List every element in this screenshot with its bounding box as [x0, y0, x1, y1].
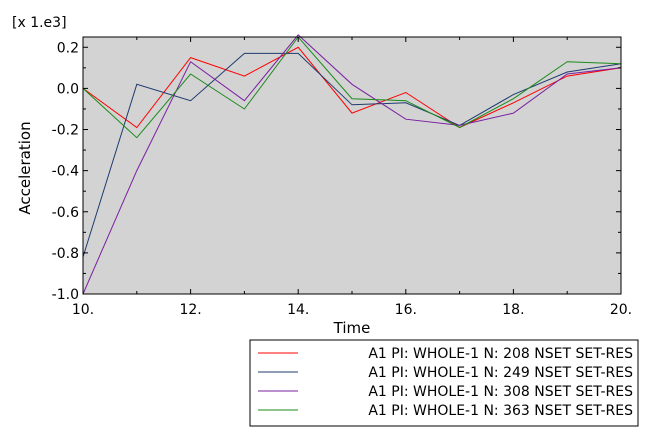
y-tick-label: -0.6: [52, 205, 79, 221]
x-tick-label: 16.: [395, 302, 417, 318]
plot-background: [83, 37, 621, 294]
series-line-3: [82, 34, 622, 295]
y-tick-label: 0.2: [57, 40, 79, 56]
y-tick-label: -0.4: [52, 164, 79, 180]
y-axis-title: Acceleration: [16, 121, 34, 214]
x-tick-label: 20.: [610, 302, 632, 318]
x-axis-title: Time: [333, 319, 371, 337]
x-tick-label: 14.: [287, 302, 309, 318]
axis-multiplier-label: [x 1.e3]: [12, 15, 67, 31]
legend-label-1: A1 PI: WHOLE-1 N: 208 NSET SET-RES: [368, 346, 633, 362]
y-tick-label: -0.2: [52, 123, 79, 139]
legend-label-2: A1 PI: WHOLE-1 N: 249 NSET SET-RES: [368, 365, 633, 381]
legend-box: [249, 339, 639, 427]
y-tick-label: 0.0: [57, 81, 79, 97]
legend-label-3: A1 PI: WHOLE-1 N: 308 NSET SET-RES: [368, 384, 633, 400]
y-tick-label: -1.0: [52, 287, 79, 303]
x-tick-label: 10.: [72, 302, 94, 318]
legend-label-4: A1 PI: WHOLE-1 N: 363 NSET SET-RES: [368, 403, 633, 419]
series-layer: [82, 34, 622, 295]
series-line-4: [82, 36, 622, 139]
x-axis: 10. 12. 14. 16. 18. 20.: [72, 37, 632, 318]
y-axis: -1.0 -0.8 -0.6 -0.4 -0.2 0.0 0.2: [52, 40, 621, 303]
series-line-1: [82, 46, 622, 129]
y-tick-label: -0.8: [52, 246, 79, 262]
x-tick-label: 12.: [179, 302, 201, 318]
legend: A1 PI: WHOLE-1 N: 208 NSET SET-RES A1 PI:…: [249, 339, 639, 427]
x-tick-label: 18.: [502, 302, 524, 318]
